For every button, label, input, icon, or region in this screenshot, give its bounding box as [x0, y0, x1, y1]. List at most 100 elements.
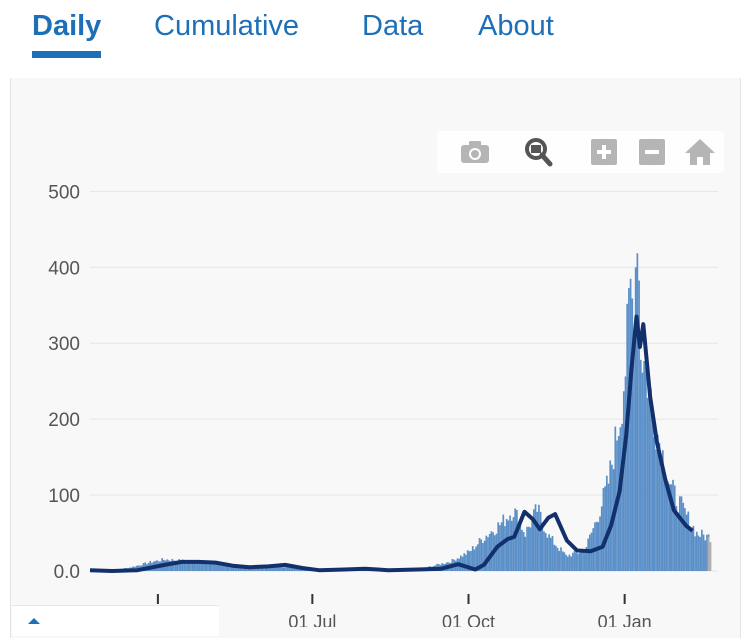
bar — [195, 563, 197, 571]
bar — [706, 535, 708, 571]
bar — [693, 526, 695, 571]
bar — [565, 555, 567, 571]
x-tick-label: 01 Jan — [598, 612, 652, 627]
y-tick-label: 400 — [48, 258, 80, 279]
bar — [219, 565, 221, 571]
bar — [211, 564, 213, 571]
y-tick-label: 300 — [48, 334, 80, 355]
bar — [499, 525, 501, 571]
bar — [560, 547, 562, 571]
camera-icon[interactable] — [458, 137, 492, 167]
bar — [684, 508, 686, 571]
bar — [530, 527, 532, 571]
incomplete-bar — [710, 542, 712, 571]
bar — [689, 530, 691, 571]
bar — [581, 551, 583, 571]
bar — [519, 523, 521, 571]
bar — [604, 486, 606, 571]
bar — [691, 528, 693, 571]
bar — [511, 521, 513, 571]
bar — [564, 552, 566, 571]
bar — [652, 407, 654, 571]
bar — [647, 398, 649, 571]
bar — [574, 551, 576, 571]
bar — [536, 512, 538, 571]
bar — [199, 564, 201, 571]
bar — [285, 567, 287, 571]
bar — [655, 450, 657, 571]
y-tick-label: 0.0 — [54, 562, 80, 583]
bar — [660, 468, 662, 571]
bar — [577, 554, 579, 571]
bar — [579, 553, 581, 571]
bar — [555, 546, 557, 571]
bar — [620, 427, 622, 571]
bar — [487, 537, 489, 571]
bar — [504, 526, 506, 571]
bar — [703, 535, 705, 571]
bar — [570, 557, 572, 571]
bar — [594, 522, 596, 571]
bar — [654, 437, 656, 571]
bar — [194, 563, 196, 571]
zoom-out-icon[interactable] — [635, 137, 669, 167]
zoom-icon[interactable] — [521, 137, 555, 167]
bar — [508, 520, 510, 571]
bar — [687, 512, 689, 571]
bar — [209, 564, 211, 571]
bar — [606, 476, 608, 571]
bar — [621, 424, 623, 571]
bar — [516, 510, 518, 571]
bar — [640, 360, 642, 571]
bar — [587, 539, 589, 571]
scroll-top-tab[interactable] — [12, 605, 219, 636]
reset-home-icon[interactable] — [683, 137, 717, 167]
zoom-in-icon[interactable] — [587, 137, 621, 167]
bar — [513, 517, 515, 571]
bar — [643, 361, 645, 571]
bar — [642, 373, 644, 571]
bar — [633, 353, 635, 571]
bar — [558, 551, 560, 571]
bar — [552, 536, 554, 571]
bar — [682, 503, 684, 571]
bar — [283, 567, 285, 571]
bar — [222, 566, 224, 571]
bar — [525, 537, 527, 571]
x-tick-label: 01 Oct — [442, 612, 495, 627]
bar — [521, 530, 523, 571]
bar — [665, 483, 667, 571]
bar — [698, 536, 700, 571]
bar — [696, 532, 698, 571]
bar — [501, 522, 503, 571]
bar — [677, 513, 679, 571]
bar — [514, 508, 516, 571]
bar — [523, 532, 525, 571]
bar — [547, 538, 549, 571]
bar — [540, 512, 542, 571]
bar — [704, 540, 706, 571]
bar — [518, 528, 520, 571]
bar — [625, 376, 627, 571]
bar — [699, 537, 701, 571]
bar — [496, 534, 498, 571]
bar — [280, 567, 282, 571]
bar — [200, 564, 202, 571]
y-tick-label: 100 — [48, 486, 80, 507]
chart-toolbar — [437, 131, 724, 173]
bar — [214, 564, 216, 571]
y-tick-label: 500 — [48, 182, 80, 203]
bar — [509, 516, 511, 571]
bar — [630, 279, 632, 571]
bar — [575, 552, 577, 571]
bar — [217, 565, 219, 571]
bar — [489, 534, 491, 571]
bar — [637, 253, 639, 571]
bar — [212, 564, 214, 571]
bar — [596, 522, 598, 571]
bar — [557, 548, 559, 571]
bar — [553, 545, 555, 571]
bar — [584, 553, 586, 571]
bar — [506, 519, 508, 571]
